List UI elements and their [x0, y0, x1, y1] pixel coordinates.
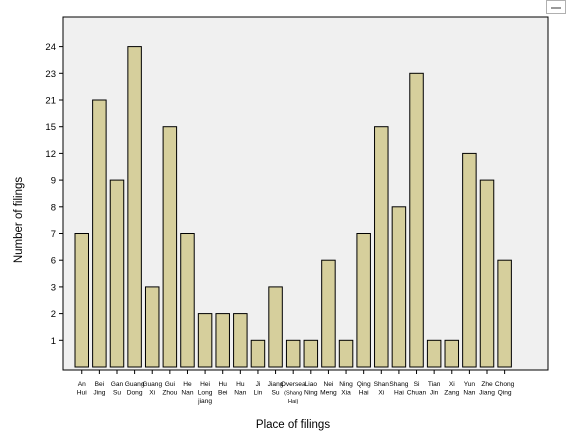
x-tick-label: Zhe Jiang — [479, 381, 495, 397]
minimize-button[interactable] — [546, 0, 566, 14]
bar — [426, 339, 442, 368]
bar — [127, 46, 142, 368]
x-tick-label: Ji Lin — [254, 381, 263, 397]
x-tick-label: Tian Jin — [428, 381, 441, 397]
x-tick-label: Hei Long jiang — [197, 381, 213, 405]
bar — [303, 339, 319, 368]
y-tick-label: 23 — [45, 69, 56, 80]
bar — [374, 126, 389, 368]
bar — [92, 99, 107, 368]
bar — [144, 286, 160, 368]
y-tick-label: 15 — [45, 122, 56, 133]
y-tick-label: 3 — [51, 282, 56, 293]
x-tick-label: Xi Zang — [444, 381, 459, 397]
x-tick-label: Hu Nan — [234, 381, 246, 397]
x-tick-label: Jiang Su — [268, 381, 284, 397]
bar — [250, 339, 266, 368]
bars — [74, 46, 512, 368]
bar — [462, 152, 477, 368]
x-tick-label: Nei Meng — [320, 381, 337, 397]
x-tick-label: An Hui — [77, 381, 87, 397]
x-axis-title: Place of filings — [256, 419, 330, 431]
bar — [479, 179, 495, 368]
x-tick-label: Hu Bei — [218, 381, 228, 397]
bar — [391, 206, 407, 368]
bar — [180, 233, 195, 368]
x-tick-label: Qing Hai — [357, 381, 371, 397]
x-tick-label: Shang Hai — [389, 381, 408, 397]
x-tick-label: Chong Qing — [495, 381, 515, 397]
y-tick-label: 12 — [45, 149, 56, 160]
bar — [321, 259, 336, 368]
x-tick-label: Gui Zhou — [162, 381, 177, 397]
x-tick-label: Oversea (Shang Hai) — [281, 381, 306, 405]
y-axis-title: Number of filings — [13, 177, 25, 264]
y-tick-label: 9 — [51, 176, 56, 187]
y-tick-label: 6 — [51, 256, 56, 267]
x-tick-label: Yun Nan — [463, 381, 475, 397]
y-tick-label: 7 — [51, 229, 56, 240]
minus-icon — [551, 7, 561, 9]
bar — [338, 339, 354, 368]
bar — [233, 313, 248, 368]
bar — [74, 233, 89, 368]
y-tick-label: 8 — [51, 202, 56, 213]
x-tick-label: Gan Su — [111, 381, 124, 397]
bar — [409, 72, 424, 368]
bar — [197, 313, 213, 368]
x-tick-label: Bei Jing — [93, 381, 105, 397]
bar — [109, 179, 125, 368]
bar — [497, 259, 512, 368]
x-tick-label: He Nan — [181, 381, 193, 397]
y-tick-label: 2 — [51, 309, 56, 320]
bar — [268, 286, 283, 368]
x-tick-label: Guang Xi — [142, 381, 162, 397]
y-tick-label: 1 — [51, 336, 56, 347]
x-tick-label: Si Chuan — [407, 381, 427, 397]
bar — [285, 339, 301, 368]
bar — [162, 126, 178, 368]
y-tick-label: 21 — [45, 96, 56, 107]
bar — [444, 339, 460, 368]
bar — [356, 233, 371, 368]
y-tick-label: 24 — [45, 42, 56, 53]
bar — [215, 313, 230, 368]
x-tick-label: Guang Dong — [125, 381, 145, 397]
x-tick-label: Ning Xia — [339, 381, 353, 397]
x-tick-label: Liao Ning — [304, 381, 318, 397]
x-tick-label: Shan Xi — [374, 381, 390, 397]
